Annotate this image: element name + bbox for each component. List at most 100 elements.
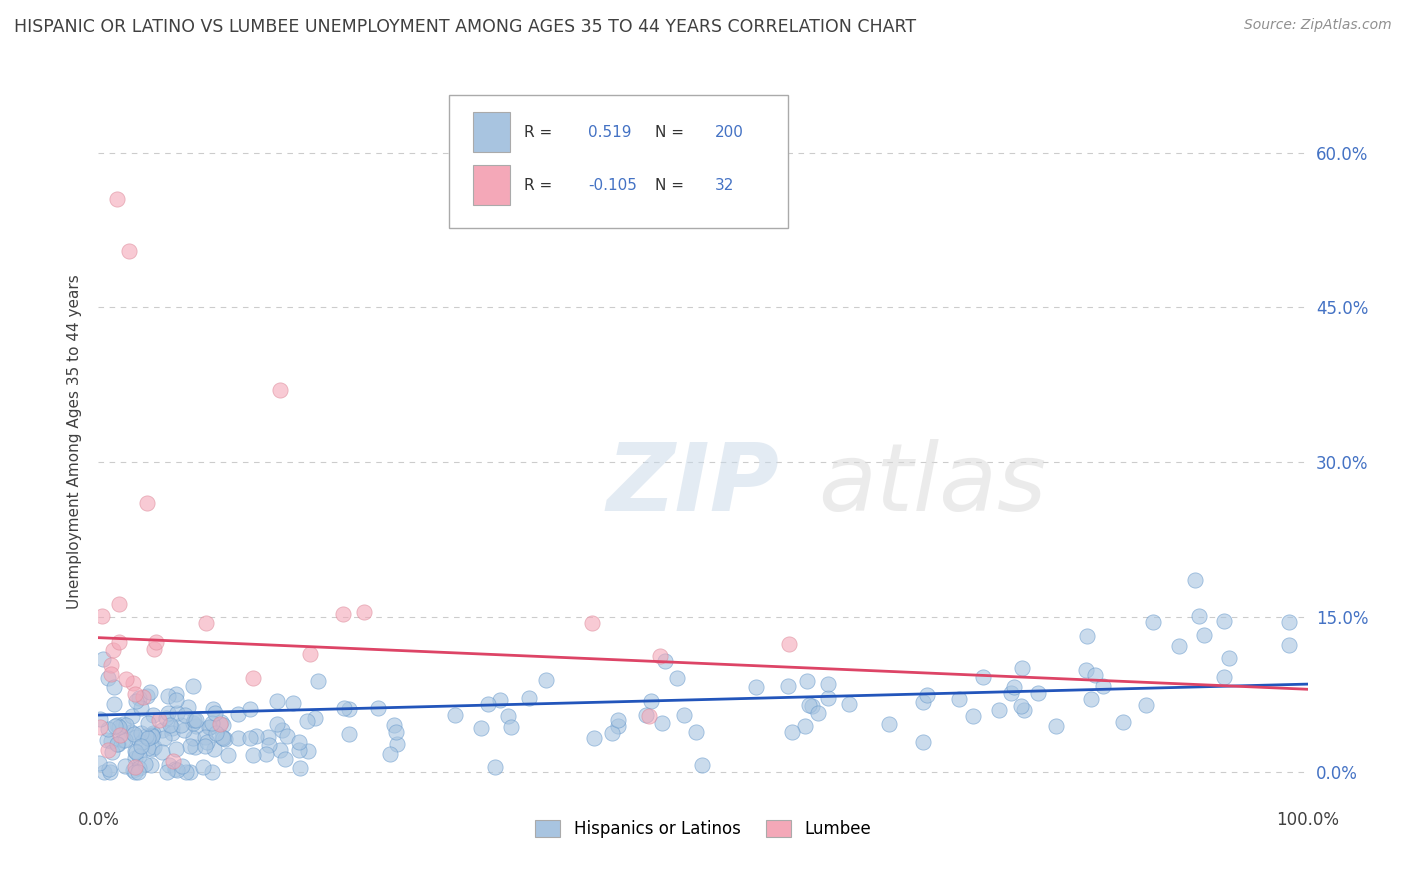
Point bbox=[793, 719, 815, 733]
Point bbox=[165, 742, 187, 756]
Point bbox=[195, 735, 218, 749]
Point bbox=[136, 740, 159, 755]
FancyBboxPatch shape bbox=[449, 95, 787, 228]
Point bbox=[534, 673, 557, 687]
Text: R =: R = bbox=[524, 178, 557, 193]
Point bbox=[124, 760, 146, 774]
Point bbox=[484, 760, 506, 774]
Point bbox=[160, 721, 183, 735]
Point bbox=[239, 731, 262, 745]
Point bbox=[307, 674, 329, 689]
Point bbox=[131, 735, 153, 749]
Point bbox=[259, 739, 281, 753]
Point bbox=[269, 742, 291, 756]
Point bbox=[101, 642, 124, 657]
Point bbox=[1002, 681, 1025, 695]
Point bbox=[93, 764, 115, 779]
Point bbox=[673, 707, 696, 722]
Point bbox=[226, 706, 249, 721]
Point bbox=[142, 708, 165, 723]
Point bbox=[124, 744, 146, 758]
Point bbox=[256, 730, 278, 744]
Point bbox=[1080, 692, 1102, 706]
Point bbox=[266, 694, 288, 708]
Point bbox=[387, 737, 409, 751]
Point bbox=[121, 709, 143, 723]
Point bbox=[1045, 719, 1067, 733]
Point bbox=[1026, 686, 1049, 700]
Point bbox=[1074, 663, 1097, 677]
Text: N =: N = bbox=[655, 178, 689, 193]
Point bbox=[269, 383, 291, 397]
Point bbox=[124, 750, 146, 764]
Point bbox=[135, 689, 157, 703]
Point bbox=[477, 697, 499, 711]
FancyBboxPatch shape bbox=[474, 112, 509, 153]
Point bbox=[122, 727, 145, 741]
Point bbox=[198, 720, 221, 734]
Point bbox=[105, 737, 128, 751]
Point bbox=[132, 690, 155, 704]
Point bbox=[299, 647, 322, 661]
Legend: Hispanics or Latinos, Lumbee: Hispanics or Latinos, Lumbee bbox=[529, 814, 877, 845]
Point bbox=[108, 635, 131, 649]
Point bbox=[181, 679, 204, 693]
Point bbox=[1011, 661, 1033, 675]
Point bbox=[174, 708, 197, 723]
Point bbox=[1188, 609, 1211, 624]
Point bbox=[139, 758, 162, 772]
Point bbox=[96, 733, 118, 747]
Point bbox=[1218, 651, 1240, 665]
Point bbox=[288, 760, 311, 774]
Point bbox=[110, 728, 132, 742]
Point bbox=[127, 764, 149, 779]
Point bbox=[107, 737, 129, 751]
Point bbox=[195, 615, 218, 630]
Point bbox=[108, 720, 131, 734]
Point bbox=[128, 690, 150, 705]
Point bbox=[214, 732, 236, 747]
Point bbox=[367, 700, 389, 714]
Point bbox=[91, 609, 114, 624]
Point bbox=[288, 743, 311, 757]
Point bbox=[135, 729, 157, 743]
Point bbox=[87, 756, 110, 771]
Text: R =: R = bbox=[524, 125, 557, 140]
Point bbox=[145, 635, 167, 649]
Point bbox=[201, 716, 224, 731]
Text: -0.105: -0.105 bbox=[588, 178, 637, 193]
Point bbox=[124, 745, 146, 759]
Point bbox=[745, 680, 768, 694]
Point bbox=[987, 703, 1010, 717]
Text: N =: N = bbox=[655, 125, 689, 140]
Point bbox=[121, 676, 143, 690]
Point bbox=[211, 730, 233, 744]
Point bbox=[194, 739, 217, 754]
Point bbox=[1135, 698, 1157, 712]
Point bbox=[242, 748, 264, 763]
Point bbox=[1142, 615, 1164, 629]
Text: 0.519: 0.519 bbox=[588, 125, 631, 140]
Point bbox=[124, 764, 146, 779]
Point bbox=[114, 758, 136, 772]
Point bbox=[177, 699, 200, 714]
Point bbox=[1076, 629, 1098, 643]
Point bbox=[245, 729, 267, 743]
Point bbox=[105, 192, 128, 206]
Point bbox=[96, 742, 118, 756]
Point bbox=[135, 496, 157, 510]
Point bbox=[97, 722, 120, 736]
Point bbox=[266, 717, 288, 731]
Text: ZIP: ZIP bbox=[606, 439, 779, 531]
Point bbox=[270, 723, 292, 738]
Point bbox=[184, 719, 207, 733]
Point bbox=[194, 730, 217, 744]
Point bbox=[915, 688, 938, 702]
Point bbox=[100, 657, 122, 672]
Point bbox=[499, 720, 522, 734]
Point bbox=[163, 762, 186, 776]
Point bbox=[339, 726, 361, 740]
Y-axis label: Unemployment Among Ages 35 to 44 years: Unemployment Among Ages 35 to 44 years bbox=[67, 274, 83, 609]
Point bbox=[801, 698, 824, 713]
Point bbox=[838, 697, 860, 711]
